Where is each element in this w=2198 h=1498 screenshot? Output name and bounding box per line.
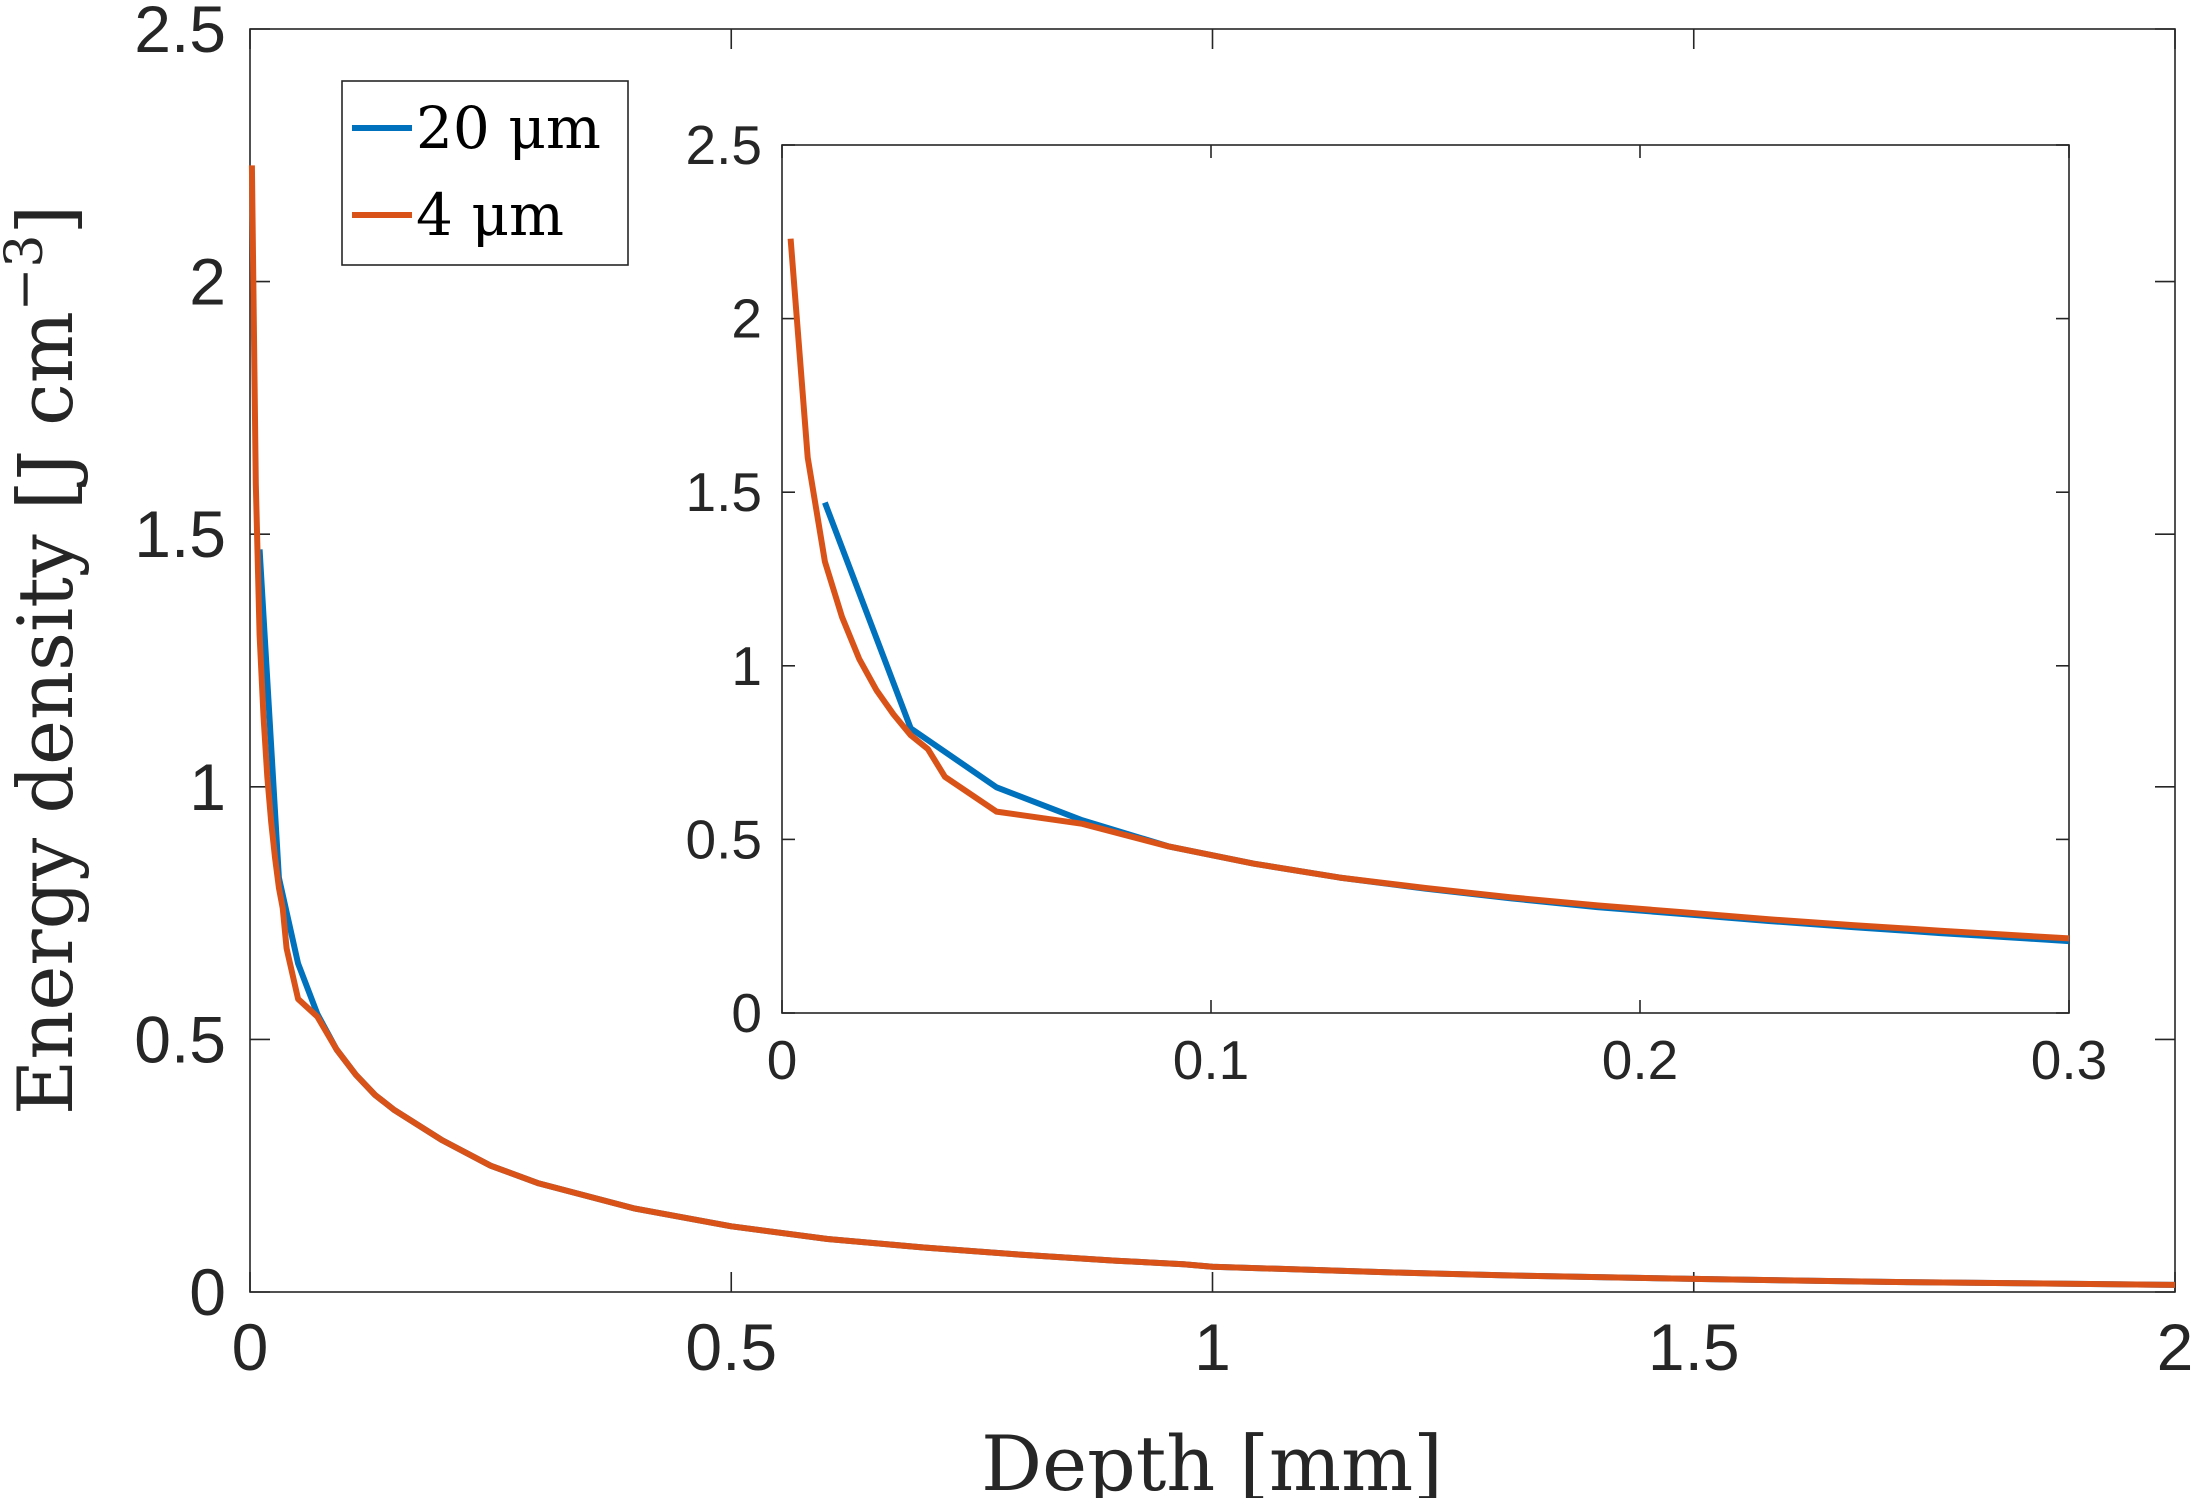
main-x-tick-label: 0	[232, 1310, 269, 1384]
main-x-tick-label: 0.5	[685, 1310, 777, 1384]
main-y-tick-label: 0.5	[134, 1002, 226, 1076]
legend-label-4um: 4 μm	[416, 181, 564, 249]
legend-label-20um: 20 μm	[416, 94, 601, 162]
inset-y-tick-label: 2	[731, 288, 762, 350]
inset-y-tick-label: 1.5	[686, 461, 762, 523]
inset-series-line-4m	[787, 238, 2070, 942]
main-series-line-4m	[248, 165, 2176, 1288]
inset-x-tick-label: 0.1	[1173, 1029, 1249, 1091]
inset-x-tick-label: 0.2	[1602, 1029, 1678, 1091]
inset-y-tick-label: 0	[731, 982, 762, 1044]
main-x-tick-label: 1	[1194, 1310, 1231, 1384]
y-axis-label-bracket: ]	[1, 205, 90, 235]
main-y-tick-label: 2.5	[134, 0, 226, 66]
main-series-line-20m	[256, 549, 2176, 1288]
inset-y-tick-label: 0.5	[686, 808, 762, 870]
inset-x-tick-label: 0	[767, 1029, 798, 1091]
main-y-tick-label: 1.5	[134, 497, 226, 571]
main-y-tick-label: 2	[189, 245, 226, 319]
main-y-axis-label: Energy density [J cm−3]	[0, 205, 90, 1115]
y-axis-label-exponent: −3	[0, 235, 55, 312]
legend: 20 μm 4 μm	[341, 80, 629, 266]
main-x-tick-label: 2	[2157, 1310, 2194, 1384]
legend-box	[341, 80, 629, 266]
main-x-tick-label: 1.5	[1648, 1310, 1740, 1384]
main-y-tick-label: 1	[189, 750, 226, 824]
inset-series-line-20m	[822, 501, 2070, 945]
main-y-tick-label: 0	[189, 1255, 226, 1329]
inset-y-tick-label: 1	[731, 635, 762, 697]
main-x-axis-label: Depth [mm]	[981, 1419, 1443, 1498]
inset-plot-area	[781, 144, 2070, 1014]
inset-x-tick-label: 0.3	[2031, 1029, 2107, 1091]
inset-y-tick-label: 2.5	[686, 114, 762, 176]
